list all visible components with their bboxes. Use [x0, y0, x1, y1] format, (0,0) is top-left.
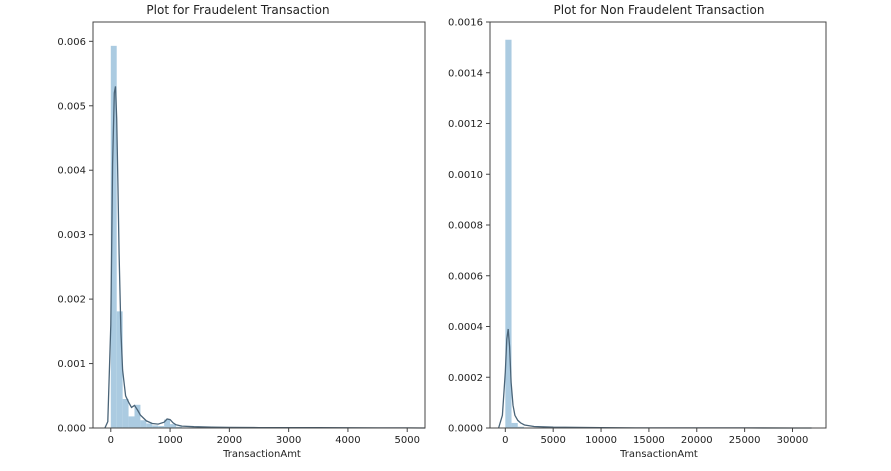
- fraudulent-chart: Plot for Fraudelent Transaction 0 1000 200…: [57, 3, 426, 460]
- histogram-bar: [170, 424, 176, 428]
- x-axis-label: TransactionAmt: [222, 449, 301, 460]
- histogram-bar: [116, 311, 123, 428]
- x-tick-label: 4000: [335, 435, 360, 446]
- x-axis-ticks: 0 5000 10000 15000 20000 25000 30000: [502, 428, 808, 446]
- y-tick-label: 0.001: [57, 359, 86, 370]
- chart-title: Plot for Non Fraudelent Transaction: [554, 3, 765, 17]
- histogram-bar: [134, 404, 141, 428]
- y-tick-label: 0.0014: [448, 68, 483, 79]
- x-axis-label: TransactionAmt: [619, 449, 698, 460]
- y-tick-label: 0.0012: [448, 119, 483, 130]
- histogram-bar: [140, 420, 147, 428]
- histogram-bar: [158, 426, 165, 428]
- y-tick-label: 0.0002: [448, 373, 483, 384]
- plot-frame: [489, 21, 827, 429]
- histogram-bar: [505, 39, 512, 428]
- x-tick-label: 0: [502, 435, 508, 446]
- histogram-bar: [511, 422, 518, 428]
- histogram-bar: [152, 425, 159, 428]
- x-tick-label: 25000: [729, 435, 761, 446]
- x-tick-label: 2000: [217, 435, 242, 446]
- x-tick-label: 30000: [777, 435, 809, 446]
- x-tick-label: 15000: [633, 435, 665, 446]
- x-tick-label: 3000: [276, 435, 301, 446]
- y-tick-label: 0.0010: [448, 170, 483, 181]
- kde-curve: [104, 86, 426, 429]
- x-tick-label: 1000: [157, 435, 182, 446]
- y-tick-label: 0.006: [57, 37, 86, 48]
- y-tick-label: 0.003: [57, 230, 86, 241]
- y-axis-ticks: 0.0000 0.0002 0.0004 0.0006 0.0008 0.0010 0.00…: [448, 18, 490, 435]
- non-fraudulent-chart: Plot for Non Fraudelent Transaction 0 500…: [448, 3, 827, 460]
- x-tick-label: 20000: [681, 435, 713, 446]
- y-tick-label: 0.0004: [448, 322, 483, 333]
- x-tick-label: 0: [108, 435, 114, 446]
- plot-frame: [92, 21, 426, 429]
- y-tick-label: 0.0008: [448, 221, 483, 232]
- histogram-bars: [110, 45, 206, 428]
- x-tick-label: 5000: [394, 435, 419, 446]
- y-tick-label: 0.0000: [448, 424, 483, 435]
- y-tick-label: 0.0006: [448, 271, 483, 282]
- histogram-bar: [164, 419, 171, 428]
- histogram-bar: [110, 45, 117, 428]
- x-axis-ticks: 0 1000 2000 3000 4000 5000: [108, 428, 420, 446]
- chart-title: Plot for Fraudelent Transaction: [146, 3, 329, 17]
- histogram-bar: [122, 399, 129, 428]
- y-axis-ticks: 0.000 0.001 0.002 0.003 0.004 0.005 0.006: [57, 37, 93, 435]
- y-tick-label: 0.002: [57, 295, 86, 306]
- x-tick-label: 10000: [585, 435, 617, 446]
- x-tick-label: 5000: [540, 435, 565, 446]
- histogram-bar: [517, 426, 524, 428]
- y-tick-label: 0.000: [57, 424, 86, 435]
- histogram-bar: [176, 426, 182, 428]
- kde-line: [104, 86, 426, 429]
- y-tick-label: 0.005: [57, 101, 86, 112]
- y-tick-label: 0.004: [57, 166, 86, 177]
- kde-line: [497, 328, 812, 429]
- y-tick-label: 0.0016: [448, 18, 483, 29]
- kde-curve: [497, 328, 812, 429]
- histogram-bar: [146, 423, 153, 428]
- histogram-bar: [128, 416, 135, 428]
- histogram-bars: [505, 39, 524, 428]
